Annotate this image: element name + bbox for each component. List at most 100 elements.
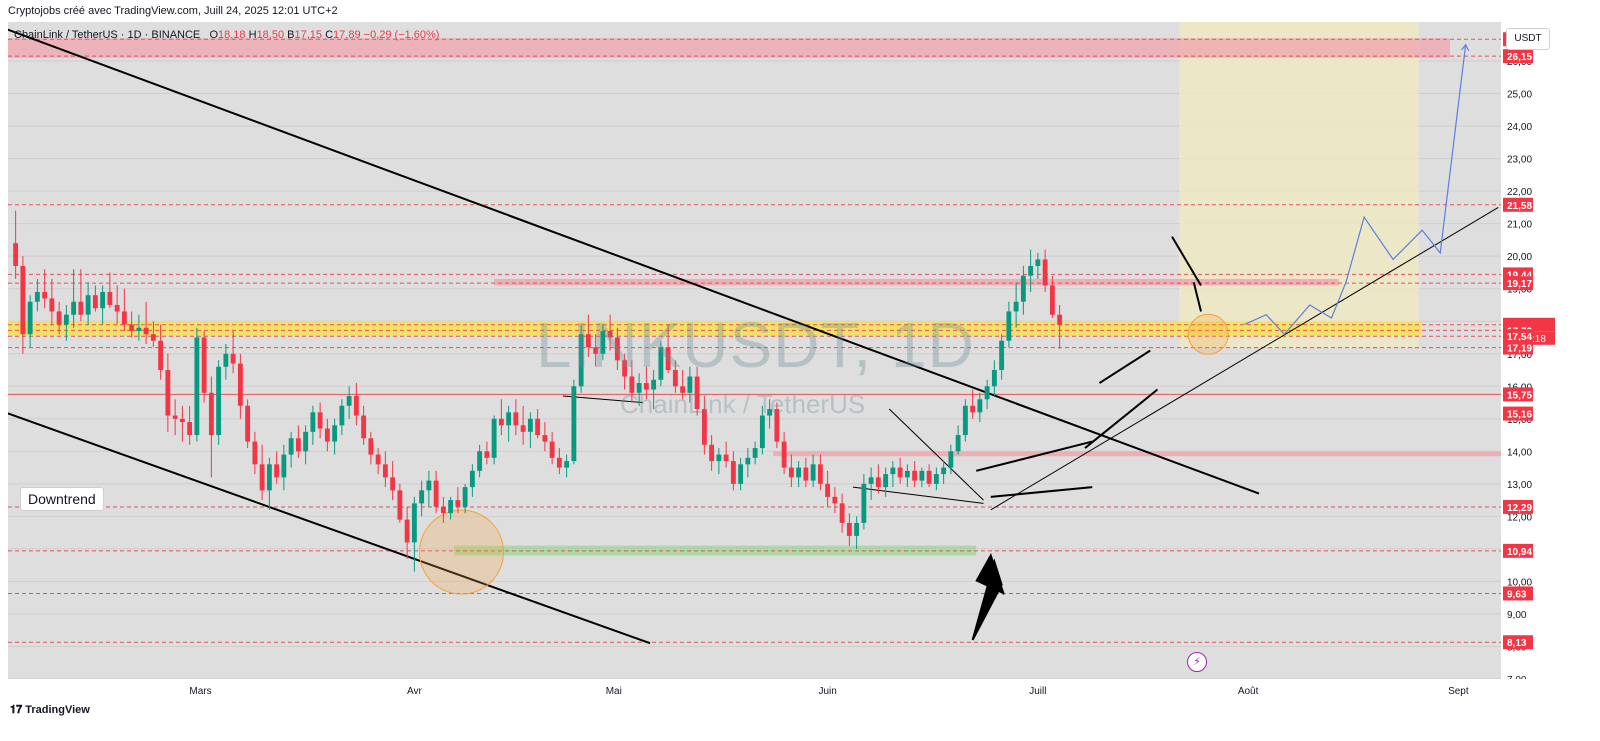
candle-body [303,431,309,452]
y-tick-label: 21,00 [1507,220,1532,231]
price-tag-label: 19,44 [1507,270,1532,281]
candle-body [63,314,69,325]
candle-body [701,409,707,445]
trend-line [852,486,984,504]
trend-line [1171,236,1202,286]
price-tag-label: 12,29 [1507,503,1532,514]
downtrend-label[interactable]: Downtrend [20,487,104,511]
candle-body [346,396,352,406]
price-scale[interactable]: 7,008,009,0010,0011,0012,0013,0014,0015,… [1501,22,1600,686]
y-tick-label: 7,00 [1507,675,1527,679]
candle-body [651,379,657,390]
candle-body [361,415,367,439]
price-tag-label: 10,94 [1507,547,1532,558]
candle-body [716,454,722,462]
time-scale[interactable]: Mars Avr Mai Juin Juill Août Sept [8,679,1501,703]
candle-body [1006,311,1012,341]
y-tick-label: 20,00 [1507,252,1532,263]
candle-body [549,441,555,458]
candle-body [984,386,990,400]
price-tag-label: 8,13 [1507,638,1527,649]
currency-button[interactable]: USDT [1506,28,1550,50]
price-tag [1503,543,1533,558]
candle-body [201,337,207,393]
candle-body [208,392,214,436]
candle-body [419,490,425,504]
candle-body [368,438,374,455]
candle-body [114,304,120,312]
candle-body [85,295,91,315]
tradingview-logo[interactable]: 𝟏𝟕 TradingView [10,704,90,717]
legend-symbol: ChainLink / TetherUS · 1D · BINANCE [14,29,201,41]
candle-body [672,370,678,387]
time-axis: Mars Avr Mai Juin Juill Août Sept [189,686,1469,697]
candle-body [324,428,330,442]
candle-body [194,337,200,436]
candle-body [20,265,26,335]
name-watermark: ChainLink / TetherUS [620,389,866,419]
candle-body [542,435,548,442]
candle-body [49,298,55,312]
candle-body [513,412,519,426]
price-tag [1503,197,1533,212]
candle-body [803,467,809,481]
x-tick-label: Août [1238,686,1259,697]
candle-body [143,327,149,335]
trend-line [1192,281,1202,312]
trend-line [8,28,1260,495]
candle-body [897,467,903,478]
candle-body [926,470,932,484]
candle-body [411,503,417,543]
tradingview-brand: TradingView [25,704,90,716]
price-tag-label: 17,19 [1507,344,1532,355]
candle-body [375,454,381,465]
candle-body [1049,285,1055,315]
candle-body [274,464,280,478]
candle-body [738,464,744,484]
candle-body [520,425,526,432]
candle-body [839,503,845,523]
y-tick-label: 23,00 [1507,155,1532,166]
candle-body [34,291,40,302]
candle-body [593,347,599,354]
legend-close-label: C [325,29,334,41]
candle-body [455,500,461,507]
candle-body [172,415,178,419]
candle-body [730,461,736,484]
candle-body [78,301,84,315]
price-tag [1503,329,1533,344]
legend-high-label: H [248,29,257,41]
highlight-circle [419,509,504,595]
candle-body [752,448,758,458]
y-tick-label: 9,00 [1507,610,1527,621]
candle-body [13,243,19,266]
candle-body [999,340,1005,371]
symbol-legend[interactable]: ChainLink / TetherUS · 1D · BINANCE O18,… [14,29,439,41]
price-tag-label: 15,75 [1507,390,1532,401]
bolt-icon[interactable]: ⚡ [1187,652,1207,672]
candle-body [310,412,316,432]
legend-open-label: O [209,29,219,41]
resistance-zone [8,38,1450,58]
legend-open: 18,18 [218,29,246,41]
candle-body [585,334,591,348]
candle-body [498,418,504,426]
x-tick-label: Sept [1448,686,1469,697]
candle-body [825,483,831,497]
candle-body [933,474,939,484]
candle-body [404,519,410,543]
candle-body [875,477,881,488]
chart-plot-area[interactable]: LINKUSDT, 1D ChainLink / TetherUS Downtr… [8,22,1501,679]
candle-body [252,441,258,465]
candle-body [912,470,918,481]
candle-body [658,347,664,380]
candle-body [687,376,693,393]
price-tag [1503,49,1533,64]
candle-body [121,311,127,325]
candle-body [281,454,287,478]
candle-body [397,490,403,520]
candle-body [216,366,222,436]
candle-body [1057,314,1063,325]
candle-body [71,301,77,315]
price-tag [1503,276,1533,291]
